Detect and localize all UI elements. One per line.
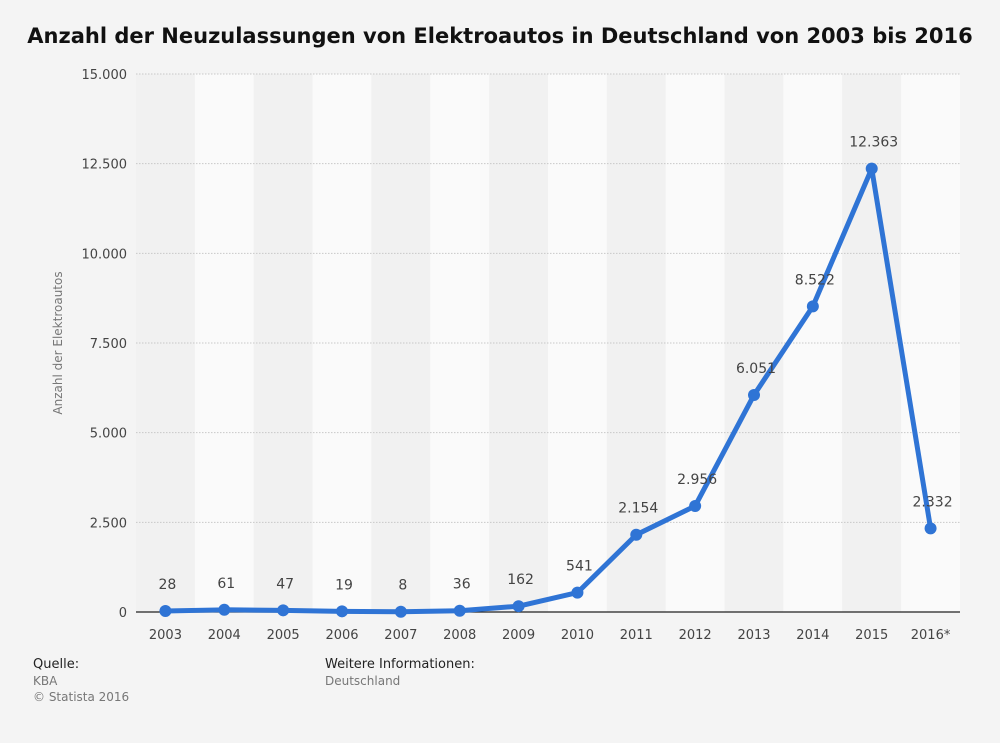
source-label: Quelle:: [33, 657, 80, 672]
data-point: [630, 528, 643, 541]
x-tick-label: 2009: [502, 628, 535, 643]
data-label: 2.956: [677, 472, 717, 488]
y-tick-label: 15.000: [82, 68, 128, 83]
data-label: 541: [566, 559, 593, 575]
data-label: 12.363: [849, 135, 898, 151]
data-point: [689, 499, 702, 512]
data-label: 2.154: [618, 501, 658, 517]
x-tick-label: 2006: [325, 628, 358, 643]
column-band: [136, 74, 195, 612]
x-tick-label: 2008: [443, 628, 476, 643]
x-tick-label: 2011: [620, 628, 653, 643]
data-label: 8.522: [795, 272, 835, 288]
data-label: 2.332: [913, 494, 953, 510]
data-point: [277, 604, 290, 617]
data-label: 47: [276, 576, 294, 592]
data-label: 36: [453, 577, 471, 593]
data-label: 28: [159, 577, 177, 593]
data-point: [159, 604, 172, 617]
x-tick-label: 2012: [679, 628, 712, 643]
x-tick-label: 2005: [267, 628, 300, 643]
copyright: © Statista 2016: [33, 690, 130, 704]
y-tick-label: 12.500: [82, 158, 128, 173]
data-point: [806, 300, 819, 313]
column-band: [312, 74, 372, 612]
data-point: [336, 605, 348, 618]
y-tick-label: 5.000: [90, 427, 127, 442]
y-axis-label: Anzahl der Elektroautos: [51, 271, 65, 414]
x-tick-label: 2007: [384, 628, 417, 643]
info-value: Deutschland: [325, 674, 401, 688]
x-tick-label: 2014: [796, 628, 829, 643]
data-point: [218, 603, 231, 616]
y-tick-label: 2.500: [90, 516, 127, 531]
data-point: [924, 522, 937, 535]
data-label: 19: [335, 577, 353, 593]
y-tick-label: 0: [119, 606, 127, 621]
data-point: [512, 600, 525, 613]
x-tick-label: 2016*: [911, 628, 951, 643]
chart-title: Anzahl der Neuzulassungen von Elektroaut…: [27, 24, 973, 48]
y-tick-label: 7.500: [90, 337, 127, 352]
data-label: 6.051: [736, 361, 776, 377]
data-label: 61: [217, 576, 235, 592]
data-label: 8: [398, 578, 407, 594]
data-point: [394, 605, 407, 618]
source-block: Quelle: KBA © Statista 2016: [33, 657, 129, 704]
x-tick-label: 2013: [737, 628, 770, 643]
x-tick-label: 2010: [561, 628, 594, 643]
data-label: 162: [507, 572, 534, 588]
data-point: [453, 604, 466, 617]
info-block: Weitere Informationen: Deutschland: [325, 657, 475, 688]
x-tick-label: 2015: [855, 628, 888, 643]
data-point: [748, 388, 760, 401]
x-tick-label: 2003: [149, 628, 182, 643]
info-label: Weitere Informationen:: [325, 657, 475, 672]
data-point: [865, 162, 878, 175]
series-line: [162, 166, 934, 615]
data-point: [571, 586, 584, 599]
x-tick-label: 2004: [208, 628, 241, 643]
y-tick-label: 10.000: [82, 247, 128, 262]
source-value: KBA: [33, 674, 58, 688]
